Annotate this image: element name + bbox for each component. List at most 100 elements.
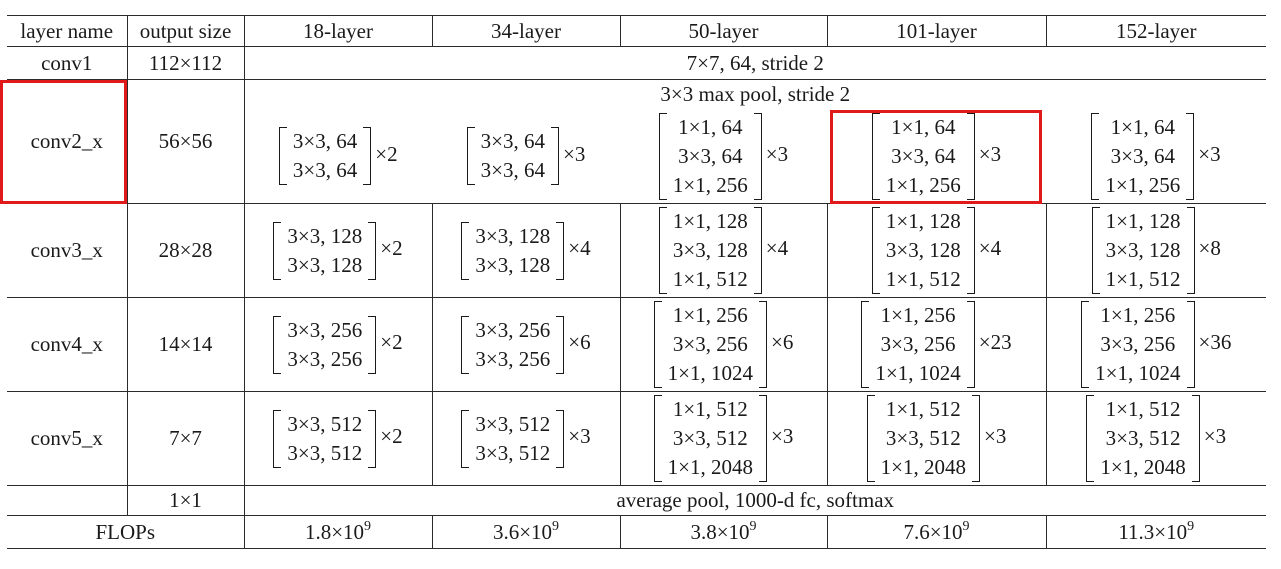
cell-conv2-34: 3×3, 64 3×3, 64 ×3 bbox=[432, 109, 620, 204]
flops-34: 3.6×109 bbox=[432, 515, 621, 549]
left-bracket bbox=[461, 409, 470, 468]
block-ops: 1×1, 256 3×3, 256 1×1, 1024 bbox=[665, 301, 756, 388]
conv-op: 3×3, 64 bbox=[891, 143, 956, 168]
right-bracket bbox=[753, 207, 762, 294]
block-ops: 3×3, 64 3×3, 64 bbox=[478, 127, 548, 185]
flops-exponent: 9 bbox=[364, 518, 372, 534]
residual-block: 3×3, 256 3×3, 256 bbox=[461, 315, 565, 374]
residual-block: 3×3, 512 3×3, 512 bbox=[461, 409, 565, 468]
left-bracket bbox=[1091, 112, 1100, 200]
conv1-row: conv1 112×112 7×7, 64, stride 2 bbox=[7, 46, 1266, 80]
block-repeat-count: ×2 bbox=[380, 330, 403, 355]
block-repeat-count: ×3 bbox=[563, 142, 586, 167]
conv-op: 1×1, 256 bbox=[885, 172, 961, 197]
block-ops: 3×3, 128 3×3, 128 bbox=[472, 222, 553, 280]
conv4-output-size: 14×14 bbox=[127, 297, 245, 392]
header-18-layer: 18-layer bbox=[244, 15, 433, 47]
cell-conv2-152: 1×1, 64 3×3, 64 1×1, 256 ×3 bbox=[1046, 109, 1266, 204]
final-spec: average pool, 1000-d fc, softmax bbox=[244, 485, 1266, 516]
left-bracket bbox=[653, 395, 662, 482]
conv-op: 3×3, 512 bbox=[1105, 426, 1181, 450]
block-repeat-count: ×3 bbox=[978, 142, 1002, 167]
conv-op: 3×3, 64 bbox=[480, 129, 545, 154]
left-bracket bbox=[871, 112, 880, 200]
right-bracket bbox=[966, 301, 975, 388]
cell-conv3-18: 3×3, 128 3×3, 128 ×2 bbox=[244, 203, 433, 298]
header-output-size: output size bbox=[127, 15, 245, 47]
conv-op: 3×3, 256 bbox=[1100, 332, 1176, 356]
conv-op: 3×3, 256 bbox=[672, 332, 748, 356]
flops-50: 3.8×109 bbox=[620, 515, 828, 549]
conv-op: 1×1, 512 bbox=[1105, 397, 1181, 421]
conv-op: 1×1, 64 bbox=[1110, 114, 1175, 139]
conv-op: 3×3, 64 bbox=[678, 143, 743, 168]
block-repeat-count: ×2 bbox=[380, 236, 403, 261]
left-bracket bbox=[273, 409, 282, 468]
block-repeat-count: ×2 bbox=[375, 142, 398, 167]
conv-op: 3×3, 512 bbox=[885, 426, 961, 450]
conv-op: 1×1, 256 bbox=[672, 303, 748, 327]
right-bracket bbox=[368, 409, 377, 468]
left-bracket bbox=[461, 315, 470, 374]
conv-op: 3×3, 128 bbox=[885, 238, 961, 262]
stage-row-conv4: conv4_x 14×14 3×3, 256 3×3, 256 ×2 3×3, 25… bbox=[7, 297, 1266, 392]
block-repeat-count: ×3 bbox=[765, 142, 789, 167]
conv-op: 3×3, 512 bbox=[672, 426, 748, 450]
stage-row-conv2: 3×3, 64 3×3, 64 ×2 3×3, 64 3×3, 64 ×3 1×1, 6… bbox=[7, 109, 1266, 204]
flops-exponent: 9 bbox=[962, 518, 970, 534]
conv-op: 3×3, 512 bbox=[475, 440, 551, 465]
left-bracket bbox=[658, 112, 667, 200]
conv-op: 3×3, 512 bbox=[287, 411, 363, 436]
block-repeat-count: ×2 bbox=[380, 424, 403, 449]
final-output-size: 1×1 bbox=[127, 485, 245, 516]
cell-conv4-50: 1×1, 256 3×3, 256 1×1, 1024 ×6 bbox=[620, 297, 828, 392]
block-repeat-count: ×3 bbox=[568, 424, 591, 449]
right-bracket bbox=[759, 395, 767, 482]
header-34-layer: 34-layer bbox=[432, 15, 621, 47]
residual-block: 1×1, 128 3×3, 128 1×1, 512 bbox=[658, 207, 762, 294]
flops-row: FLOPs 1.8×109 3.6×109 3.8×109 7.6×109 11… bbox=[7, 515, 1266, 549]
residual-block: 1×1, 128 3×3, 128 1×1, 512 bbox=[1091, 207, 1195, 294]
residual-block: 1×1, 64 3×3, 64 1×1, 256 bbox=[1091, 112, 1195, 200]
cell-conv5-18: 3×3, 512 3×3, 512 ×2 bbox=[244, 391, 433, 486]
cell-conv3-34: 3×3, 128 3×3, 128 ×4 bbox=[432, 203, 621, 298]
left-bracket bbox=[658, 207, 667, 294]
residual-block: 1×1, 512 3×3, 512 1×1, 2048 bbox=[653, 395, 767, 482]
conv1-output-size: 112×112 bbox=[127, 46, 245, 80]
block-ops: 1×1, 64 3×3, 64 1×1, 256 bbox=[670, 113, 751, 200]
stage-row-conv3: conv3_x 28×28 3×3, 128 3×3, 128 ×2 3×3, 12… bbox=[7, 203, 1266, 298]
block-repeat-count: ×6 bbox=[568, 330, 591, 355]
cell-conv5-101: 1×1, 512 3×3, 512 1×1, 2048 ×3 bbox=[827, 391, 1047, 486]
residual-block: 1×1, 512 3×3, 512 1×1, 2048 bbox=[1086, 395, 1200, 482]
cell-conv5-34: 3×3, 512 3×3, 512 ×3 bbox=[432, 391, 621, 486]
right-bracket bbox=[972, 395, 980, 482]
flops-base: 1.8×10 bbox=[304, 519, 365, 544]
block-ops: 1×1, 256 3×3, 256 1×1, 1024 bbox=[872, 301, 963, 388]
left-bracket bbox=[461, 221, 470, 280]
block-ops: 1×1, 64 3×3, 64 1×1, 256 bbox=[1102, 113, 1183, 200]
residual-block: 1×1, 256 3×3, 256 1×1, 1024 bbox=[861, 301, 975, 388]
conv-op: 1×1, 128 bbox=[672, 209, 748, 233]
conv-op: 1×1, 1024 bbox=[1095, 361, 1181, 385]
flops-exponent: 9 bbox=[1187, 518, 1195, 534]
left-bracket bbox=[861, 301, 870, 388]
right-bracket bbox=[363, 127, 372, 186]
block-ops: 1×1, 512 3×3, 512 1×1, 2048 bbox=[665, 395, 756, 482]
maxpool-spec: 3×3 max pool, stride 2 bbox=[660, 82, 851, 107]
conv-op: 3×3, 128 bbox=[672, 238, 748, 262]
right-bracket bbox=[753, 112, 762, 200]
conv-op: 1×1, 1024 bbox=[667, 361, 753, 385]
left-bracket bbox=[653, 301, 662, 388]
right-bracket bbox=[551, 127, 559, 186]
block-repeat-count: ×3 bbox=[1203, 424, 1227, 449]
header-101-layer: 101-layer bbox=[827, 15, 1047, 47]
right-bracket bbox=[1191, 395, 1200, 482]
left-bracket bbox=[466, 127, 475, 186]
flops-101: 7.6×109 bbox=[827, 515, 1047, 549]
conv-op: 1×1, 256 bbox=[1105, 172, 1181, 197]
conv-op: 3×3, 64 bbox=[292, 129, 358, 154]
residual-block: 1×1, 128 3×3, 128 1×1, 512 bbox=[871, 207, 975, 294]
right-bracket bbox=[1186, 301, 1195, 388]
conv-op: 1×1, 512 bbox=[672, 397, 748, 421]
cell-conv5-50: 1×1, 512 3×3, 512 1×1, 2048 ×3 bbox=[620, 391, 828, 486]
